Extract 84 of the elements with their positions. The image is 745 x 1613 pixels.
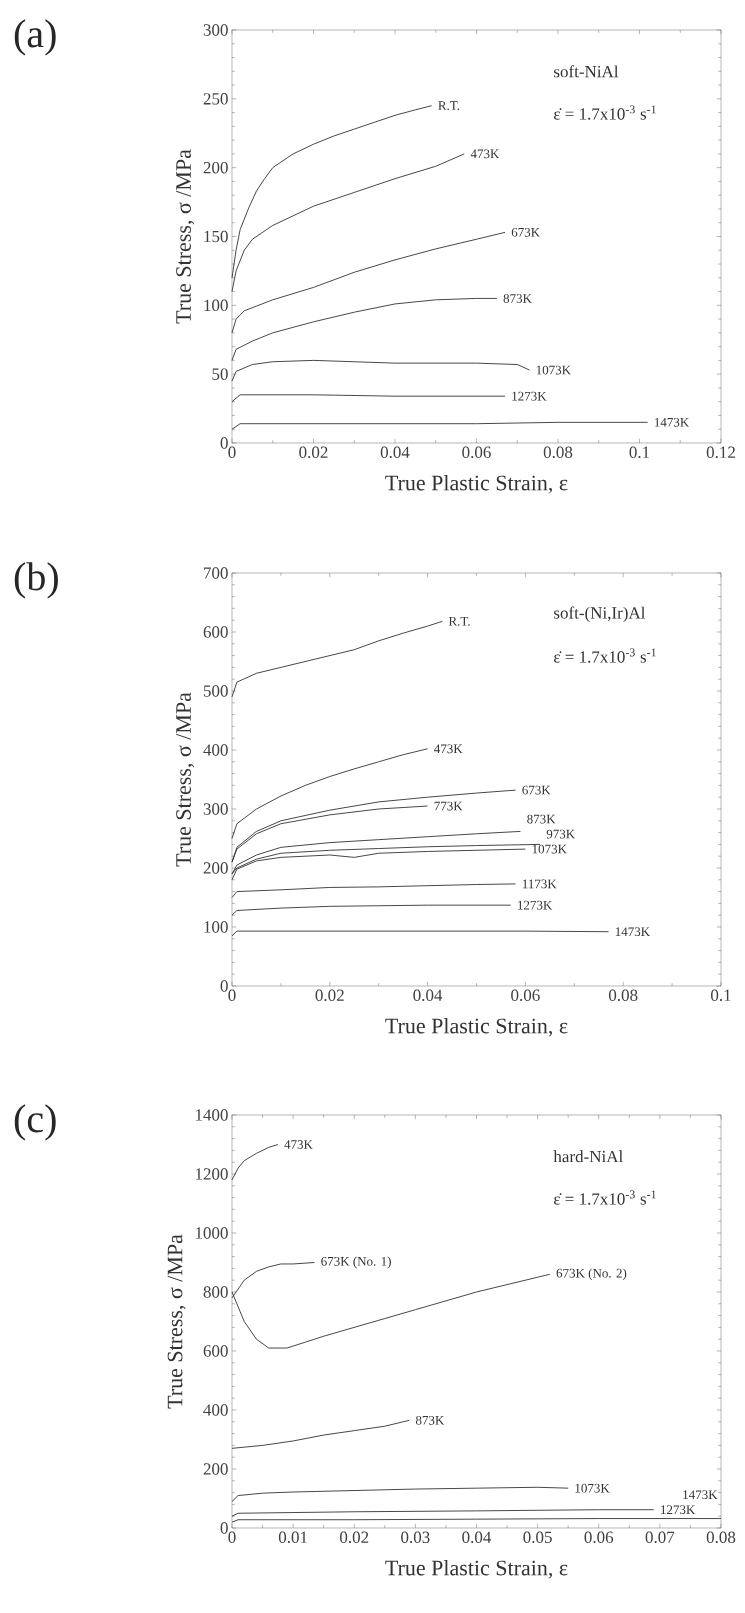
x-tick-label: 0.02 xyxy=(299,446,328,459)
x-tick-label: 0.03 xyxy=(401,1531,430,1544)
series-label: 673K (No. 1) xyxy=(321,1256,391,1269)
series-label: 1473K xyxy=(655,417,690,427)
annotation: ε̇ = 1.7x10$^{-3}$ s$^{-1}$ xyxy=(554,648,656,663)
y-tick-label: 700 xyxy=(204,567,228,579)
y-tick-label: 300 xyxy=(203,803,228,815)
y-tick-label: 0 xyxy=(220,980,228,992)
x-tick-label: 0 xyxy=(228,989,236,1001)
y-tick-label: 600 xyxy=(203,1345,228,1357)
series-label: 673K (No. 2) xyxy=(556,1268,627,1281)
y-tick-label: 800 xyxy=(203,1286,228,1298)
series-label: 1273K xyxy=(518,900,553,910)
x-tick-label: 0.02 xyxy=(315,989,344,1002)
y-tick-label: 50 xyxy=(212,368,228,380)
y-tick-label: 200 xyxy=(203,161,228,174)
y-tick-label: 250 xyxy=(203,93,228,105)
y-tick-label: 150 xyxy=(204,230,228,243)
series-label: 873K xyxy=(527,814,556,824)
y-axis-title: True Stress, σ /MPa xyxy=(176,692,195,867)
series-label: 973K xyxy=(546,829,576,839)
chart-title: (a) xyxy=(14,19,56,56)
annotation: soft-NiAl xyxy=(554,65,619,78)
x-tick-label: 0 xyxy=(228,1531,236,1544)
series-label: R.T. xyxy=(448,617,470,626)
x-axis-title: True Plastic Strain, ε xyxy=(385,1559,568,1579)
x-tick-label: 0.02 xyxy=(340,1531,369,1544)
x-axis-title: True Plastic Strain, ε xyxy=(385,1017,568,1037)
x-tick-label: 0.04 xyxy=(413,989,443,1002)
y-tick-label: 100 xyxy=(204,299,228,312)
x-tick-label: 0.06 xyxy=(511,989,540,1002)
y-tick-label: 200 xyxy=(203,862,228,874)
series-label: 1473K xyxy=(615,927,650,937)
y-axis-title: True Stress, σ /MPa xyxy=(167,1234,186,1409)
x-tick-label: 0.08 xyxy=(608,989,638,1002)
x-tick-label: 0.04 xyxy=(462,1531,492,1544)
y-axis-title: True Stress, σ /MPa xyxy=(176,149,195,324)
y-tick-label: 1400 xyxy=(195,1109,228,1121)
chart-title: (c) xyxy=(14,1104,56,1141)
series-label: 1173K xyxy=(522,879,557,889)
annotation: soft-(Ni,Ir)Al xyxy=(554,606,646,623)
y-tick-label: 200 xyxy=(203,1463,228,1475)
x-tick-label: 0.12 xyxy=(706,446,735,459)
series-label: 1273K xyxy=(512,391,547,401)
x-tick-label: 0.04 xyxy=(380,446,410,459)
y-tick-label: 400 xyxy=(203,744,228,756)
x-tick-label: 0.01 xyxy=(278,1531,307,1544)
y-tick-label: 0 xyxy=(220,1522,228,1534)
series-label: 1473K xyxy=(683,1490,718,1500)
series-label: R.T. xyxy=(438,101,460,111)
series-label: 873K xyxy=(415,1415,445,1425)
x-tick-label: 0.05 xyxy=(523,1531,552,1544)
annotation: hard-NiAl xyxy=(553,1150,623,1163)
series-label: 873K xyxy=(503,294,532,303)
y-tick-label: 300 xyxy=(203,24,228,36)
x-tick-label: 0.1 xyxy=(629,446,650,459)
y-tick-label: 500 xyxy=(203,685,228,697)
x-tick-label: 0.08 xyxy=(543,446,573,459)
series-label: 673K xyxy=(511,227,540,237)
y-tick-label: 100 xyxy=(204,921,228,933)
series-label: 773K xyxy=(434,801,463,811)
annotation: ε̇ = 1.7x10$^{-3}$ s$^{-1}$ xyxy=(554,105,656,120)
y-tick-label: 400 xyxy=(203,1404,228,1416)
x-tick-label: 0.1 xyxy=(711,989,731,1002)
annotation: ε̇ = 1.7x10$^{-3}$ s$^{-1}$ xyxy=(554,1190,656,1205)
x-tick-label: 0 xyxy=(228,446,236,458)
series-label: 473K xyxy=(470,149,500,159)
chart-title: (b) xyxy=(14,562,58,599)
series-label: 1073K xyxy=(575,1483,610,1493)
series-label: 1273K xyxy=(661,1505,696,1515)
series-label: 673K xyxy=(522,785,551,795)
series-label: 1073K xyxy=(532,844,567,854)
series-label: 473K xyxy=(284,1140,313,1149)
y-tick-label: 1000 xyxy=(195,1227,228,1239)
x-tick-label: 0.08 xyxy=(706,1531,736,1544)
y-tick-label: 0 xyxy=(220,437,228,449)
y-tick-label: 600 xyxy=(203,626,228,638)
series-label: 473K xyxy=(434,744,463,754)
x-tick-label: 0.06 xyxy=(584,1531,614,1544)
x-tick-label: 0.06 xyxy=(462,446,491,459)
x-tick-label: 0.07 xyxy=(645,1531,675,1544)
x-axis-title: True Plastic Strain, ε xyxy=(385,474,568,494)
series-label: 1073K xyxy=(536,365,571,375)
y-tick-label: 1200 xyxy=(195,1168,228,1180)
